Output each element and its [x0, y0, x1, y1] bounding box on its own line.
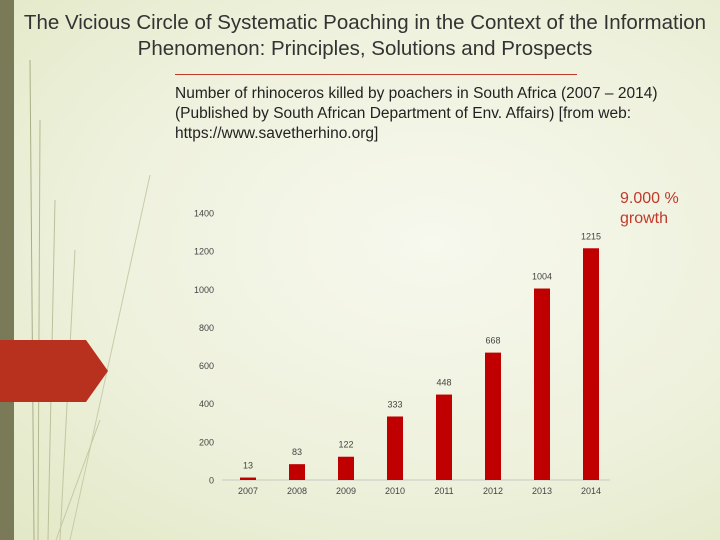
data-label: 1215	[581, 231, 601, 241]
data-label: 668	[485, 336, 500, 346]
x-tick-label: 2013	[532, 486, 552, 496]
red-tab-shape	[0, 340, 108, 402]
bar	[289, 464, 305, 480]
sidebar-stripe	[0, 0, 14, 540]
data-label: 1004	[532, 272, 552, 282]
y-tick-label: 0	[209, 476, 214, 486]
growth-annotation: 9.000 % growth	[620, 190, 679, 227]
chart-subtitle: Number of rhinoceros killed by poachers …	[175, 85, 658, 142]
data-label: 83	[292, 447, 302, 457]
y-tick-label: 200	[199, 437, 214, 447]
bar	[583, 248, 599, 480]
data-label: 13	[243, 461, 253, 471]
x-tick-label: 2011	[434, 486, 453, 496]
bar	[534, 288, 550, 480]
x-tick-label: 2008	[287, 486, 307, 496]
y-tick-label: 600	[199, 361, 214, 371]
y-tick-label: 1400	[194, 209, 214, 219]
bar	[485, 352, 501, 480]
slide-title: The Vicious Circle of Systematic Poachin…	[23, 11, 707, 60]
y-tick-label: 1200	[194, 247, 214, 257]
bar	[387, 416, 403, 480]
y-tick-label: 400	[199, 399, 214, 409]
data-label: 122	[338, 440, 353, 450]
bar	[436, 394, 452, 480]
x-tick-label: 2007	[238, 486, 258, 496]
bar	[338, 456, 354, 480]
title-divider	[175, 74, 577, 75]
data-label: 448	[436, 378, 451, 388]
data-label: 333	[387, 399, 402, 409]
x-tick-label: 2014	[581, 486, 601, 496]
bar	[240, 477, 256, 480]
x-tick-label: 2009	[336, 486, 356, 496]
x-tick-label: 2012	[483, 486, 503, 496]
y-tick-label: 1000	[194, 285, 214, 295]
y-tick-label: 800	[199, 323, 214, 333]
x-tick-label: 2010	[385, 486, 405, 496]
